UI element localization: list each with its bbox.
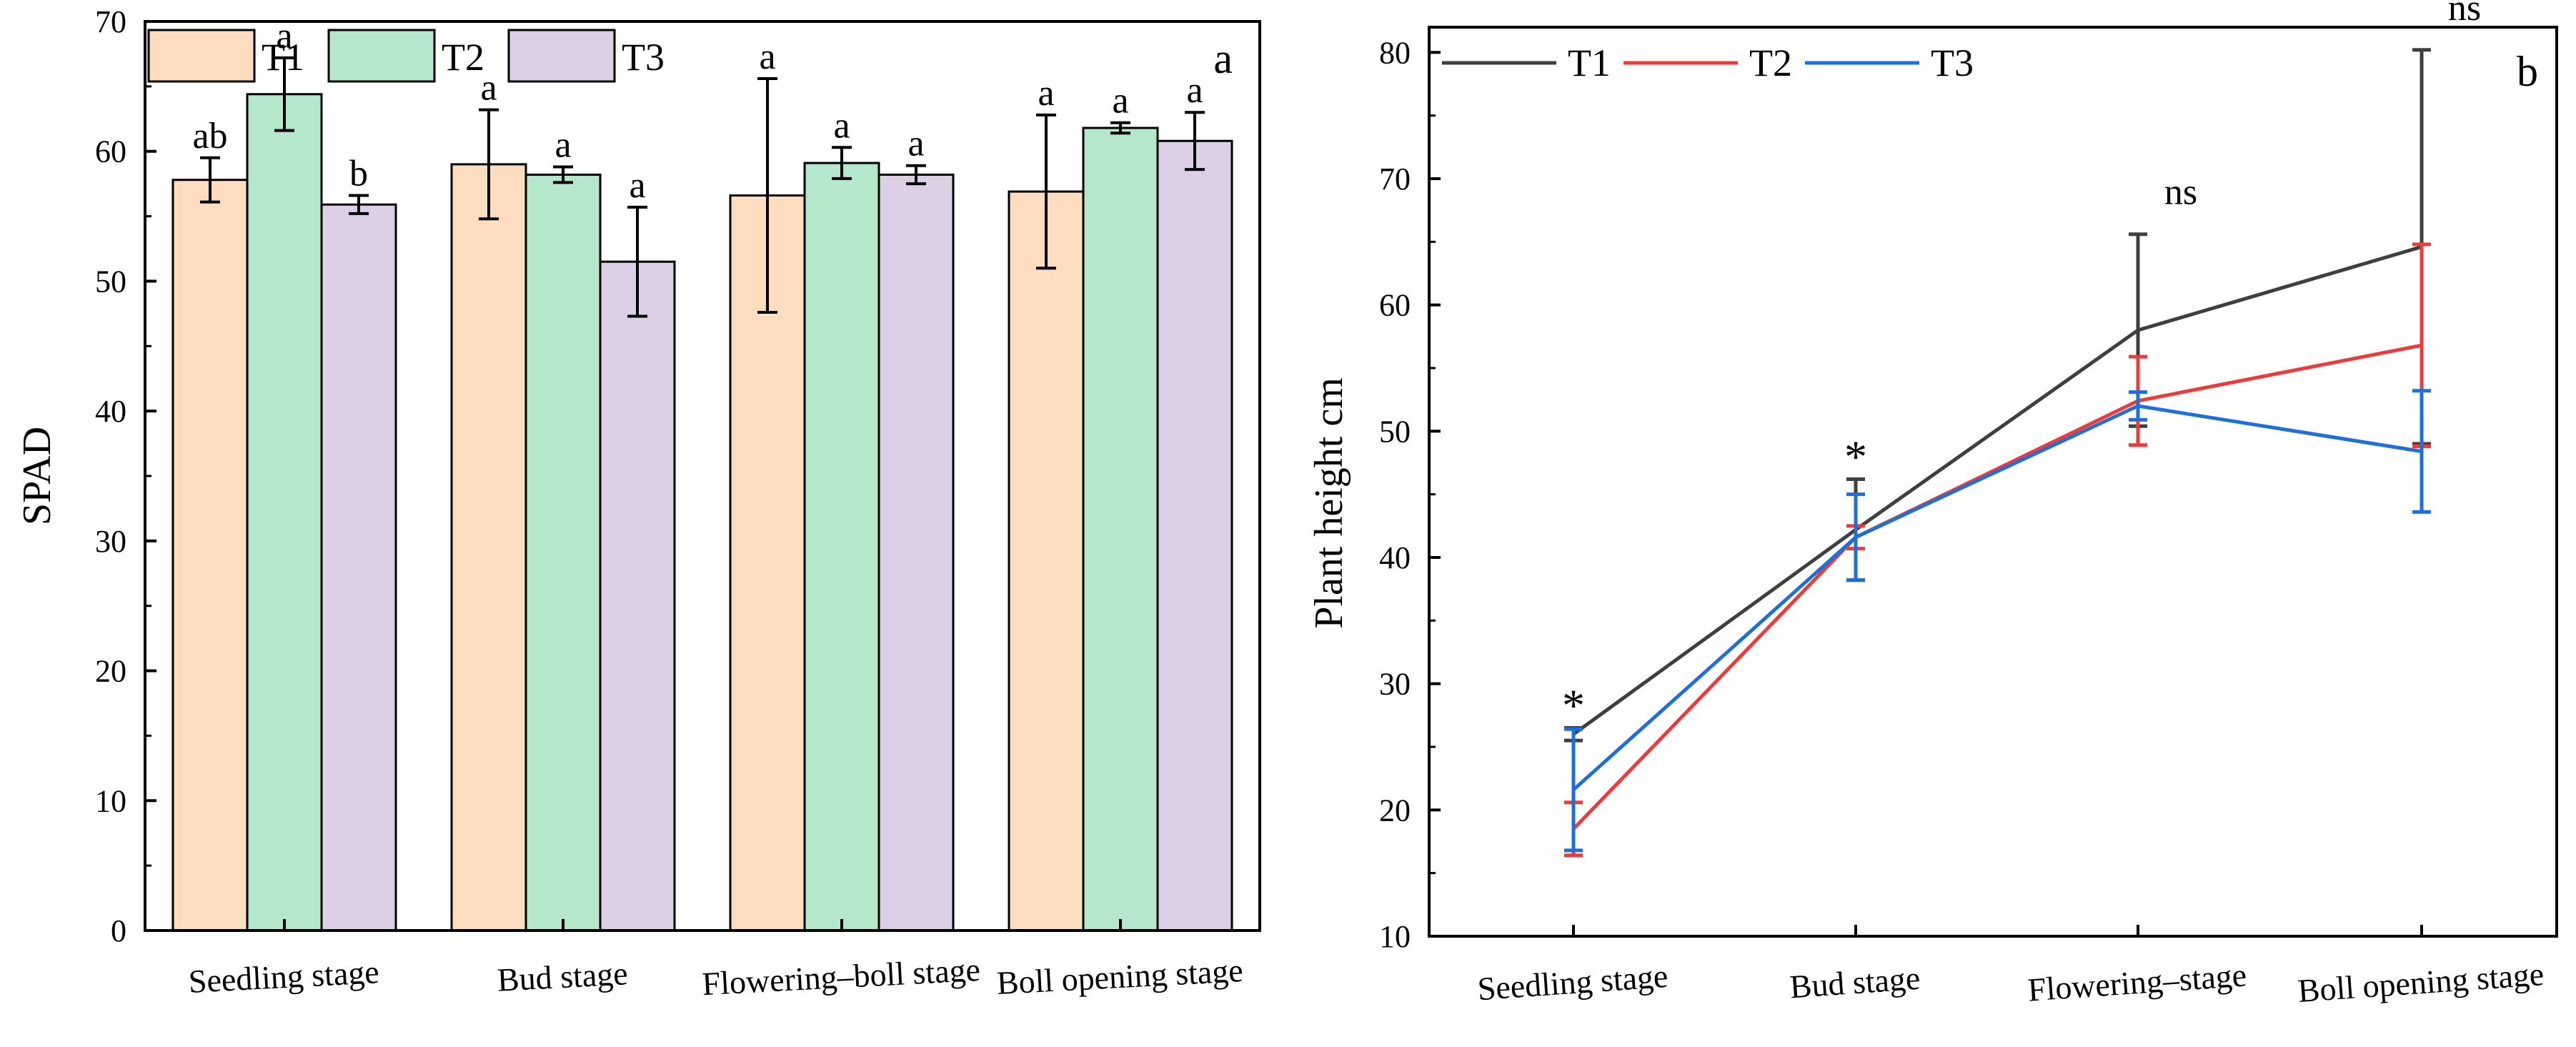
y-tick-label: 10 — [95, 783, 126, 818]
y-tick-label: 30 — [1379, 667, 1411, 702]
panel-b-plot-frame — [1428, 26, 2558, 938]
significance-letter: ab — [192, 116, 227, 157]
panel-b-error-bars — [1564, 48, 2431, 858]
x-tick-label: Boll opening stage — [2297, 956, 2545, 1009]
panel-b-legend: T1 T2 T3 — [1442, 41, 1974, 84]
legend-label-T2: T2 — [1749, 41, 1792, 84]
y-tick-label: 70 — [1379, 162, 1411, 197]
significance-letter: a — [1038, 73, 1054, 114]
panel-b-line-chart: * * ns ns 10 20 30 40 50 60 70 80 Seedling stage Bu… — [1307, 0, 2558, 1009]
series-line-T1 — [1572, 245, 2422, 736]
panel-a-y-axis-title: SPAD — [15, 427, 59, 525]
x-tick-label: Bud stage — [1789, 960, 1921, 1006]
legend-label-T1: T1 — [262, 36, 304, 79]
significance-letter: a — [276, 16, 292, 56]
panel-b-series-lines — [1572, 245, 2422, 830]
bar-T3 — [599, 260, 676, 932]
significance-letter: a — [759, 36, 775, 77]
significance-mark: ns — [2448, 0, 2481, 29]
bar-T3 — [1156, 139, 1233, 932]
panel-b-y-axis: 10 20 30 40 50 60 70 80 — [1379, 35, 1441, 954]
y-tick-label: 50 — [1379, 414, 1411, 449]
y-tick-label: 30 — [95, 524, 126, 559]
significance-mark: ns — [2164, 172, 2197, 213]
significance-mark: * — [1844, 431, 1867, 482]
y-tick-label: 80 — [1379, 35, 1411, 70]
y-tick-label: 60 — [95, 134, 126, 169]
panel-a-error-bars — [200, 56, 1205, 318]
legend-label-T2: T2 — [442, 36, 484, 79]
significance-letter: a — [1112, 81, 1128, 121]
y-tick-label: 20 — [95, 654, 126, 689]
x-tick-label: Bud stage — [497, 955, 629, 998]
significance-letter: a — [1186, 70, 1203, 111]
legend-swatch-T3 — [507, 29, 616, 83]
panel-a-label: a — [1213, 35, 1233, 82]
y-tick-label: 60 — [1379, 288, 1411, 323]
legend-label-T1: T1 — [1568, 41, 1611, 84]
bar-T2 — [246, 93, 323, 932]
x-tick-label: Seedling stage — [1476, 958, 1669, 1008]
bar-T1 — [729, 194, 806, 932]
x-tick-label: Flowering–boll stage — [701, 951, 981, 1002]
panel-b-label: b — [2517, 48, 2538, 95]
x-tick-label: Flowering–stage — [2027, 956, 2247, 1008]
significance-letter: a — [555, 125, 571, 166]
significance-letter: a — [833, 105, 850, 146]
bar-T3 — [320, 203, 397, 932]
legend-swatch-T2 — [327, 29, 436, 83]
significance-mark: * — [1562, 680, 1585, 731]
series-line-T3 — [1572, 404, 2422, 791]
y-tick-label: 50 — [95, 264, 126, 299]
x-tick-label: Boll opening stage — [996, 952, 1244, 1001]
panel-b-y-axis-title: Plant height cm — [1307, 377, 1351, 629]
significance-letter: a — [907, 124, 924, 164]
panel-a-y-axis: 0 10 20 30 40 50 60 70 — [95, 4, 156, 948]
significance-letter: a — [480, 68, 497, 109]
y-tick-label: 70 — [95, 4, 126, 39]
significance-letter: b — [349, 153, 368, 194]
legend-label-T3: T3 — [622, 36, 665, 79]
bar-T1 — [450, 163, 527, 932]
significance-letter: a — [629, 165, 645, 206]
panel-a-bars — [171, 93, 1233, 932]
x-tick-label: Seedling stage — [188, 953, 380, 1000]
bar-T2 — [524, 173, 602, 932]
bar-T2 — [803, 162, 880, 932]
bar-T3 — [877, 173, 955, 932]
y-tick-label: 0 — [111, 913, 126, 948]
legend-swatch-T1 — [147, 29, 256, 83]
bar-T2 — [1082, 126, 1159, 932]
legend-label-T3: T3 — [1931, 41, 1974, 84]
series-line-T2 — [1572, 343, 2422, 830]
y-tick-label: 40 — [95, 394, 126, 429]
bar-T1 — [1008, 190, 1085, 932]
y-tick-label: 20 — [1379, 793, 1411, 828]
y-tick-label: 10 — [1379, 919, 1411, 954]
panel-b-significance-marks: * * ns ns — [1562, 0, 2481, 731]
panel-a-legend: T1 T2 T3 — [147, 29, 665, 83]
y-tick-label: 40 — [1379, 540, 1411, 575]
bar-T1 — [171, 179, 249, 932]
